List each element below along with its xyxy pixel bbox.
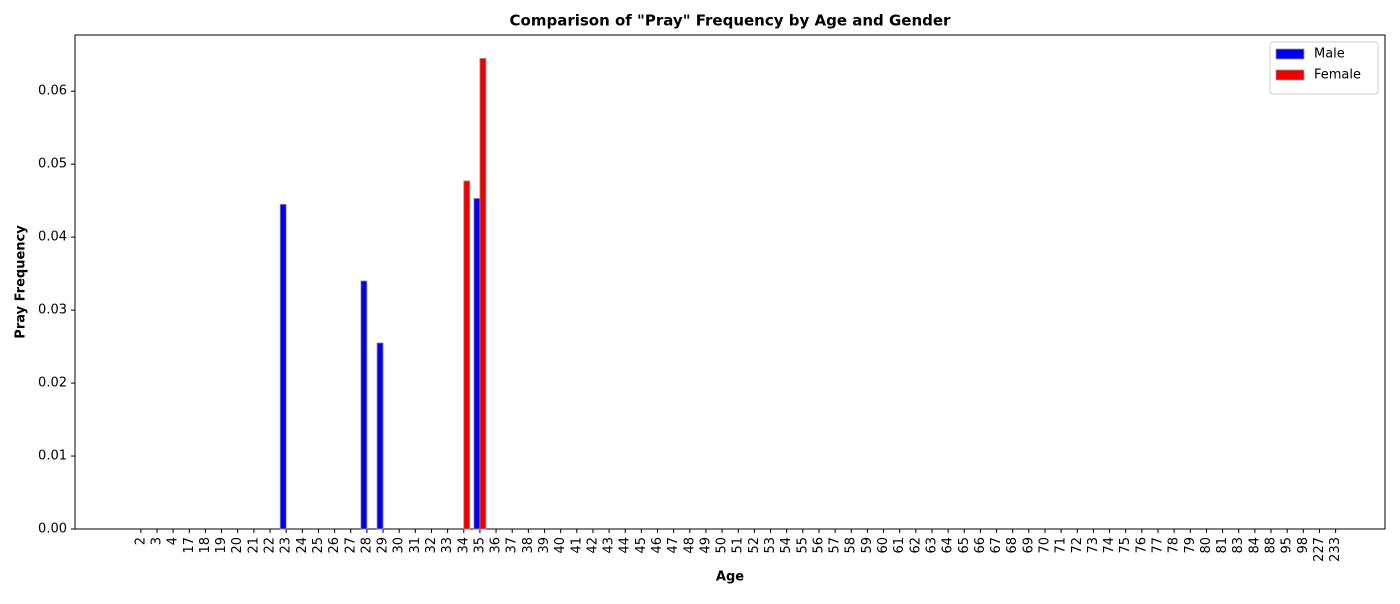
- x-axis-label: Age: [716, 570, 744, 585]
- x-tick-label: 227: [1312, 537, 1327, 562]
- x-tick-label: 75: [1118, 537, 1133, 554]
- x-tick-label: 34: [456, 537, 471, 554]
- x-tick-label: 71: [1054, 537, 1069, 554]
- x-tick-label: 30: [392, 537, 407, 554]
- chart-title: Comparison of "Pray" Frequency by Age an…: [510, 12, 952, 30]
- x-tick-label: 79: [1183, 537, 1198, 554]
- x-tick-label: 80: [1199, 537, 1214, 554]
- x-tick-label: 67: [989, 537, 1004, 554]
- bar: [463, 180, 471, 530]
- x-tick-label: 31: [408, 537, 423, 554]
- legend-swatch: [1275, 48, 1305, 60]
- x-tick-label: 78: [1167, 537, 1182, 554]
- y-tick-label: 0.00: [38, 522, 67, 537]
- x-tick-label: 65: [957, 537, 972, 554]
- x-tick-label: 46: [650, 537, 665, 554]
- x-tick-label: 35: [472, 537, 487, 554]
- y-tick-label: 0.06: [38, 84, 67, 99]
- x-tick-label: 51: [731, 537, 746, 554]
- x-tick-label: 50: [715, 537, 730, 554]
- x-tick-label: 37: [505, 537, 520, 554]
- x-tick-label: 29: [376, 537, 391, 554]
- x-tick-label: 43: [602, 537, 617, 554]
- x-tick-label: 48: [682, 537, 697, 554]
- x-tick-label: 98: [1296, 537, 1311, 554]
- x-tick-label: 70: [1037, 537, 1052, 554]
- y-axis-label: Pray Frequency: [14, 225, 29, 339]
- legend-label: Female: [1314, 68, 1361, 83]
- x-tick-label: 69: [1021, 537, 1036, 554]
- x-tick-label: 39: [537, 537, 552, 554]
- x-tick-label: 4: [166, 537, 181, 545]
- x-tick-label: 25: [311, 537, 326, 554]
- x-tick-label: 20: [230, 537, 245, 554]
- x-tick-label: 68: [1005, 537, 1020, 554]
- x-tick-label: 58: [844, 537, 859, 554]
- x-tick-label: 40: [553, 537, 568, 554]
- x-tick-label: 21: [246, 537, 261, 554]
- x-tick-label: 64: [941, 537, 956, 554]
- x-tick-label: 24: [295, 537, 310, 554]
- x-tick-label: 49: [698, 537, 713, 554]
- y-tick-label: 0.01: [38, 449, 67, 464]
- x-tick-label: 44: [618, 537, 633, 554]
- x-tick-label: 61: [892, 537, 907, 554]
- legend-label: Male: [1314, 47, 1345, 62]
- x-tick-label: 66: [973, 537, 988, 554]
- x-tick-label: 53: [763, 537, 778, 554]
- bar: [376, 342, 384, 530]
- x-tick-label: 19: [214, 537, 229, 554]
- x-tick-label: 54: [779, 537, 794, 554]
- x-tick-label: 45: [634, 537, 649, 554]
- plot-area: [74, 34, 1386, 530]
- x-tick-label: 57: [828, 537, 843, 554]
- x-tick-label: 33: [440, 537, 455, 554]
- bar: [279, 203, 287, 530]
- legend-swatch: [1275, 69, 1305, 81]
- bar: [479, 57, 487, 530]
- x-tick-label: 28: [359, 537, 374, 554]
- bar: [360, 280, 368, 530]
- x-tick-label: 73: [1086, 537, 1101, 554]
- y-tick-label: 0.02: [38, 376, 67, 391]
- x-tick-label: 88: [1264, 537, 1279, 554]
- x-tick-label: 77: [1151, 537, 1166, 554]
- x-tick-label: 72: [1070, 537, 1085, 554]
- x-tick-label: 22: [263, 537, 278, 554]
- x-tick-label: 41: [569, 537, 584, 554]
- x-tick-label: 60: [876, 537, 891, 554]
- legend: Male Female: [1269, 41, 1379, 95]
- y-tick-label: 0.05: [38, 157, 67, 172]
- x-tick-label: 18: [198, 537, 213, 554]
- x-tick-label: 3: [150, 537, 165, 545]
- x-tick-label: 59: [860, 537, 875, 554]
- x-tick-label: 27: [343, 537, 358, 554]
- x-tick-label: 2: [133, 537, 148, 545]
- x-tick-label: 52: [747, 537, 762, 554]
- x-tick-label: 62: [908, 537, 923, 554]
- y-tick-label: 0.03: [38, 303, 67, 318]
- bar: [473, 198, 481, 530]
- x-tick-label: 26: [327, 537, 342, 554]
- x-tick-label: 23: [279, 537, 294, 554]
- x-tick-label: 47: [666, 537, 681, 554]
- x-tick-label: 95: [1280, 537, 1295, 554]
- x-tick-label: 38: [521, 537, 536, 554]
- y-tick-label: 0.04: [38, 230, 67, 245]
- x-tick-label: 81: [1215, 537, 1230, 554]
- x-tick-label: 56: [811, 537, 826, 554]
- x-tick-label: 36: [489, 537, 504, 554]
- x-tick-label: 233: [1328, 537, 1343, 562]
- x-tick-label: 76: [1134, 537, 1149, 554]
- x-tick-label: 74: [1102, 537, 1117, 554]
- x-tick-label: 32: [424, 537, 439, 554]
- x-tick-label: 83: [1231, 537, 1246, 554]
- x-tick-label: 84: [1247, 537, 1262, 554]
- x-tick-label: 42: [585, 537, 600, 554]
- x-tick-label: 17: [182, 537, 197, 554]
- x-tick-label: 55: [795, 537, 810, 554]
- x-tick-label: 63: [924, 537, 939, 554]
